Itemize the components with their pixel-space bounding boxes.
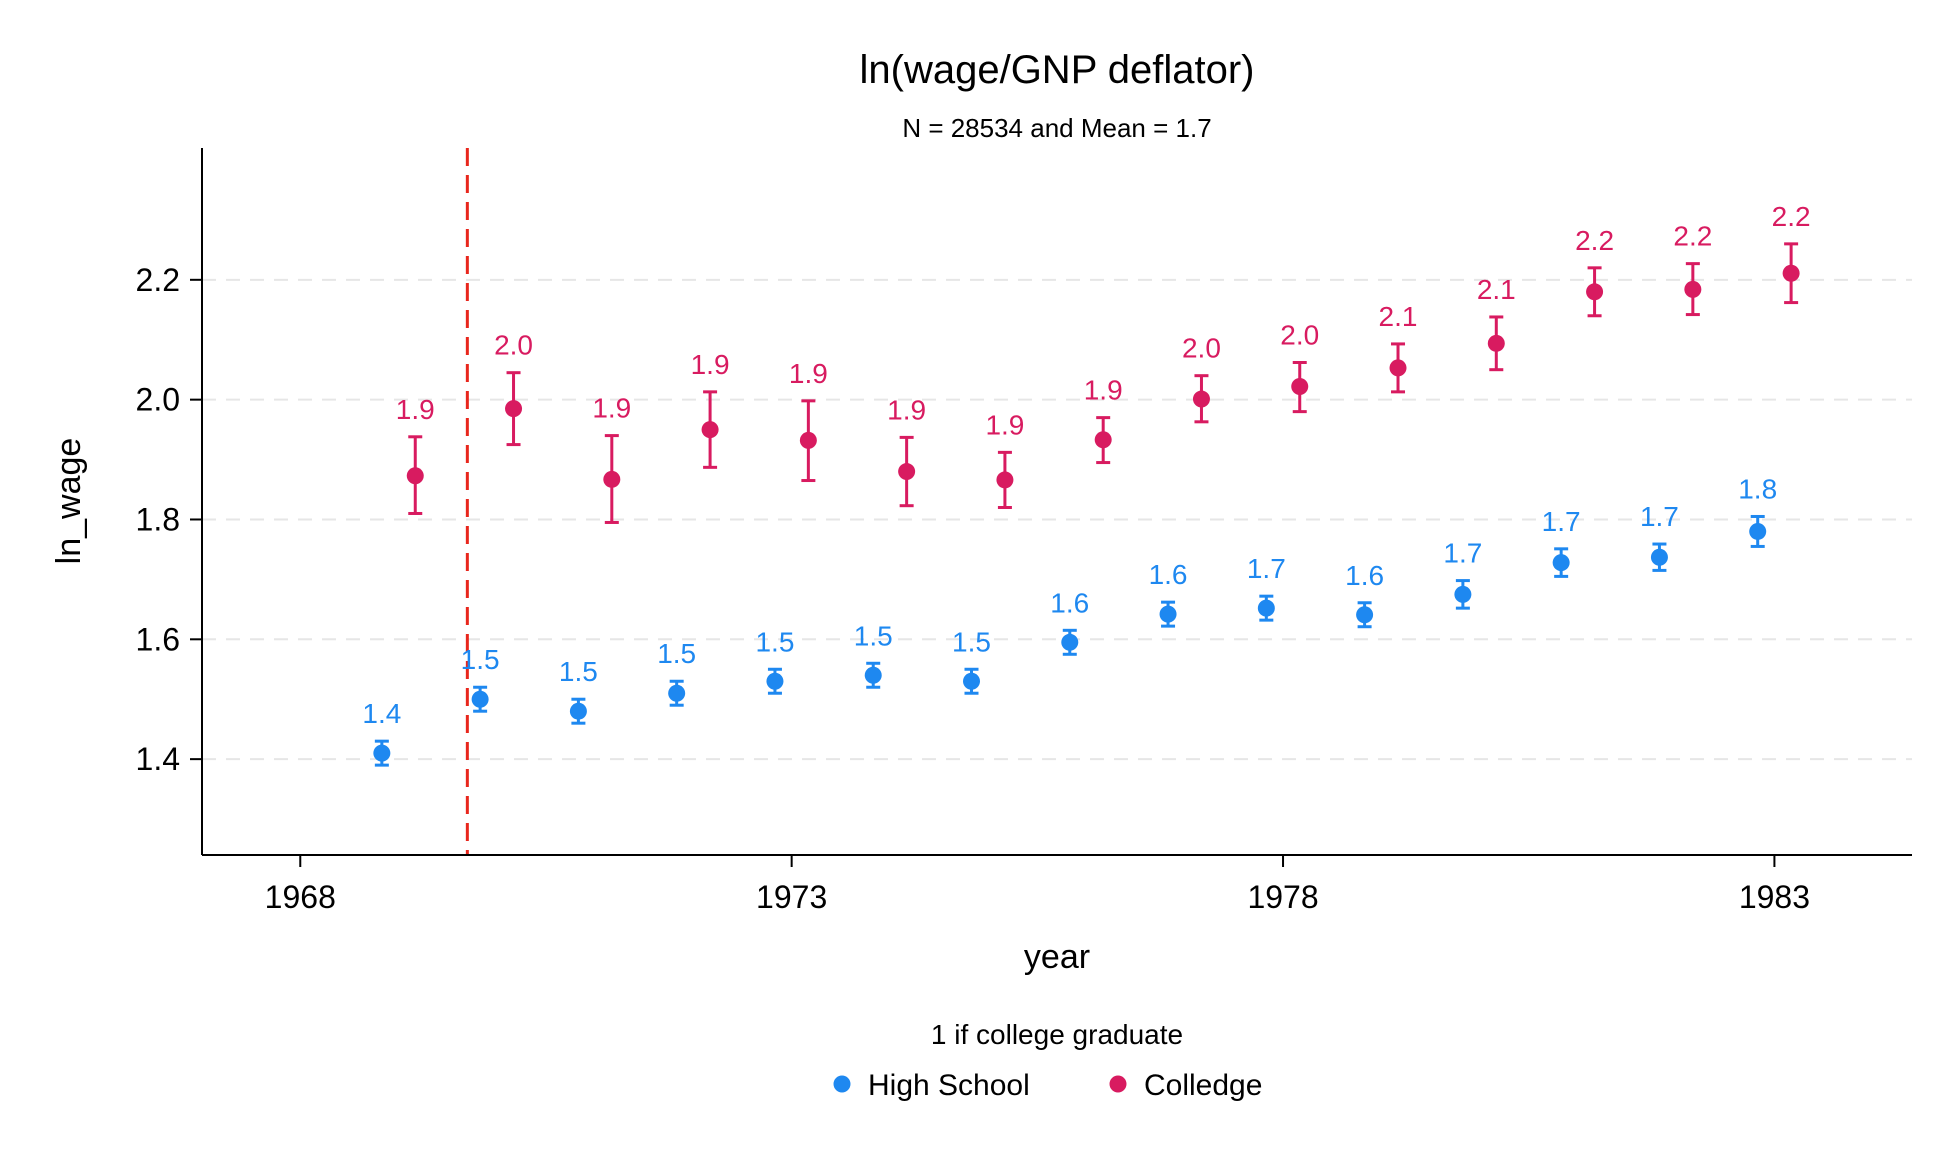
data-point [1356, 606, 1374, 624]
axes [201, 148, 1912, 856]
data-point [1586, 283, 1604, 301]
data-point [1291, 377, 1309, 395]
data-point [1389, 359, 1407, 377]
data-point [1487, 334, 1505, 352]
data-label: 2.0 [1182, 333, 1221, 364]
data-label: 1.9 [887, 394, 926, 425]
data-point [963, 672, 980, 690]
x-tick-label: 1983 [1739, 879, 1810, 915]
data-label: 1.5 [657, 638, 696, 669]
data-label: 2.1 [1379, 301, 1418, 332]
data-point [668, 684, 686, 702]
y-axis-ticks: 1.4 1.6 1.8 2.0 2.2 [136, 262, 202, 777]
data-label: 1.9 [592, 393, 631, 424]
data-label: 2.0 [494, 330, 533, 361]
data-label: 1.4 [362, 698, 401, 729]
data-label: 1.6 [1345, 560, 1384, 591]
data-label: 2.2 [1673, 221, 1712, 252]
data-point [505, 400, 523, 418]
legend-marker [833, 1075, 851, 1093]
data-label: 1.5 [559, 656, 598, 687]
data-label: 2.2 [1575, 225, 1614, 256]
data-label: 1.7 [1542, 506, 1581, 537]
data-label: 1.9 [985, 409, 1024, 440]
legend-title: 1 if college graduate [931, 1019, 1183, 1050]
x-tick-label: 1978 [1247, 879, 1318, 915]
data-point [373, 744, 391, 762]
data-point [1684, 280, 1702, 298]
data-point [603, 470, 621, 488]
data-point [996, 471, 1014, 489]
data-label: 1.5 [952, 626, 991, 657]
series-high-school: 1.4 1.5 1.5 1.5 1.5 1.5 1.5 1.6 1.6 1.7 1.6 1.7 1.7 1… [362, 473, 1777, 767]
data-label: 1.8 [1738, 473, 1777, 504]
legend-items: High School Colledge [833, 1069, 1262, 1102]
legend-marker [1109, 1075, 1127, 1093]
data-label: 1.7 [1443, 538, 1482, 569]
data-point [701, 421, 719, 439]
x-axis-ticks: 1968 1973 1978 1983 [265, 855, 1810, 915]
series-colledge: 1.9 2.0 1.9 1.9 1.9 1.9 1.9 1.9 2.0 2.0 2.1 2.1 2.2 2… [396, 201, 1811, 524]
data-label: 1.5 [461, 644, 500, 675]
y-tick-label: 2.0 [136, 382, 180, 418]
data-point [406, 467, 424, 485]
data-label: 1.9 [396, 394, 435, 425]
data-label: 2.2 [1772, 201, 1811, 232]
chart-title: ln(wage/GNP deflator) [860, 48, 1255, 92]
data-point [1782, 264, 1800, 282]
y-tick-label: 1.8 [136, 501, 180, 537]
y-tick-label: 1.6 [136, 621, 180, 657]
data-point [766, 672, 784, 690]
data-point [898, 463, 916, 481]
y-tick-label: 1.4 [136, 741, 180, 777]
x-tick-label: 1968 [265, 879, 336, 915]
data-point [1159, 605, 1177, 623]
y-tick-label: 2.2 [136, 262, 180, 298]
data-label: 1.6 [1050, 587, 1089, 618]
data-point [1749, 522, 1767, 540]
data-label: 1.5 [854, 620, 893, 651]
data-point [569, 702, 587, 720]
y-axis-title: ln_wage [50, 438, 88, 565]
data-point [1192, 390, 1210, 408]
data-label: 1.7 [1640, 501, 1679, 532]
legend-label: High School [868, 1069, 1030, 1102]
chart-subtitle: N = 28534 and Mean = 1.7 [902, 113, 1211, 143]
legend-label: Colledge [1144, 1069, 1262, 1102]
data-point [471, 690, 489, 708]
data-label: 1.9 [1084, 375, 1123, 406]
x-axis-title: year [1024, 938, 1090, 976]
data-label: 1.9 [691, 349, 730, 380]
x-tick-label: 1973 [756, 879, 827, 915]
data-point [864, 666, 882, 684]
data-point [1552, 554, 1570, 572]
gridlines [202, 278, 1912, 761]
data-point [1454, 585, 1472, 603]
data-label: 1.7 [1247, 553, 1286, 584]
data-label: 1.5 [755, 626, 794, 657]
data-label: 1.6 [1149, 559, 1188, 590]
series-layer: 1.41.5 1.51.5 1.5 1.5 1.51.61.6 1.7 1.61.71.7 1… [362, 201, 1811, 767]
data-point [1094, 431, 1112, 449]
data-label: 2.0 [1280, 319, 1319, 350]
data-label: 1.9 [789, 358, 828, 389]
data-point [1257, 599, 1275, 617]
data-point [1061, 633, 1079, 651]
data-label: 2.1 [1477, 274, 1516, 305]
legend: 1 if college graduate High School Colledg… [833, 1019, 1262, 1102]
data-point [1650, 548, 1668, 566]
data-point [799, 431, 817, 449]
